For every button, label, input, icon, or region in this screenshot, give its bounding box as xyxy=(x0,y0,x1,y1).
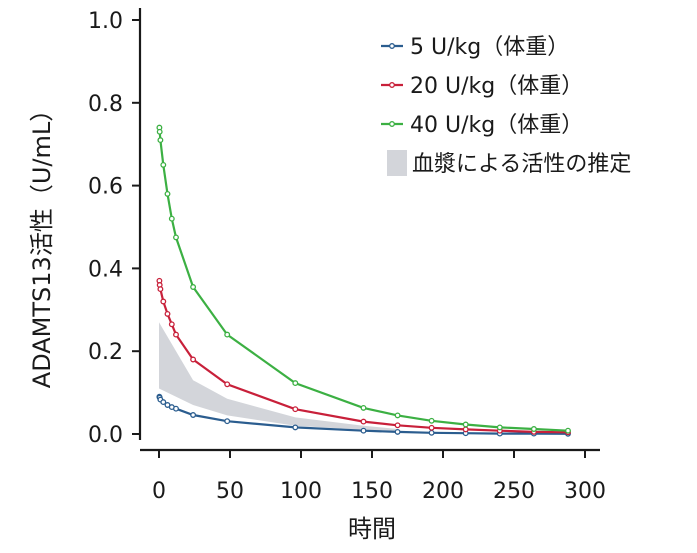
y-tick-label: 0.0 xyxy=(88,423,123,448)
legend-band-swatch xyxy=(387,150,407,176)
data-point xyxy=(292,380,299,387)
data-point xyxy=(157,286,164,293)
plasma-estimate-band-layer xyxy=(159,322,398,432)
data-point xyxy=(164,190,171,197)
x-tick-label: 50 xyxy=(216,479,244,504)
data-point xyxy=(168,215,175,222)
data-point xyxy=(190,412,197,418)
data-point xyxy=(190,284,197,290)
y-tick-label: 0.2 xyxy=(88,340,123,365)
data-point xyxy=(428,424,435,431)
legend-swatch-marker xyxy=(389,121,395,127)
data-point xyxy=(360,404,367,411)
data-point xyxy=(462,426,469,433)
data-point xyxy=(157,137,164,144)
y-axis-title: ADAMTS13活性（U/mL） xyxy=(28,98,56,388)
x-axis-title: 時間 xyxy=(348,515,396,543)
legend: 5 U/kg（体重） 20 U/kg（体重） 40 U/kg（体重） 血漿による活性の… xyxy=(381,35,631,177)
data-point xyxy=(160,298,167,305)
x-tick-label: 250 xyxy=(493,479,535,504)
axes-layer xyxy=(138,8,600,452)
legend-swatch-marker xyxy=(389,43,395,49)
legend-item-2: 40 U/kg（体重） xyxy=(381,113,583,138)
legend-label: 5 U/kg（体重） xyxy=(410,35,569,60)
y-tick-label: 1.0 xyxy=(88,9,123,34)
data-point xyxy=(394,412,401,419)
legend-item-0: 5 U/kg（体重） xyxy=(381,35,569,60)
data-point xyxy=(224,381,231,388)
data-point xyxy=(224,418,231,425)
data-point xyxy=(496,424,503,431)
x-tick-label: 200 xyxy=(422,479,464,504)
data-point xyxy=(156,128,163,135)
legend-label: 40 U/kg（体重） xyxy=(410,113,583,138)
data-point xyxy=(173,234,179,241)
data-point xyxy=(462,421,469,428)
legend-label: 血漿による活性の推定 xyxy=(412,152,631,177)
data-point xyxy=(292,424,299,431)
data-point xyxy=(160,399,167,406)
data-point xyxy=(394,422,401,429)
data-point xyxy=(394,428,401,435)
data-point xyxy=(160,161,167,168)
data-point xyxy=(173,405,179,412)
data-point xyxy=(530,426,537,432)
series-2 xyxy=(156,124,571,434)
legend-item-band: 血漿による活性の推定 xyxy=(387,150,631,177)
data-point xyxy=(224,331,231,338)
legend-label: 20 U/kg（体重） xyxy=(410,74,583,99)
x-tick-label: 100 xyxy=(280,479,322,504)
data-point xyxy=(168,321,175,328)
data-point xyxy=(360,418,367,425)
data-point xyxy=(164,310,171,317)
data-point xyxy=(173,331,179,338)
y-tick-label: 0.8 xyxy=(88,92,123,117)
x-tick-label: 0 xyxy=(152,479,166,504)
data-point xyxy=(428,429,435,436)
legend-item-1: 20 U/kg（体重） xyxy=(381,74,583,99)
data-point xyxy=(292,406,299,413)
series-0 xyxy=(156,393,571,437)
ticks-layer: 0.0 0.2 0.4 0.6 0.8 1.0 0 50 100 150 200 250 300 xyxy=(88,9,606,504)
data-point xyxy=(360,427,367,434)
x-tick-label: 150 xyxy=(351,479,393,504)
data-point xyxy=(428,417,435,424)
y-tick-label: 0.6 xyxy=(88,175,123,200)
legend-swatch-marker xyxy=(389,82,395,88)
data-point xyxy=(190,356,197,363)
data-point xyxy=(565,427,571,434)
plasma-estimate-band xyxy=(159,322,398,432)
y-tick-label: 0.4 xyxy=(88,257,123,282)
series-layer xyxy=(156,124,571,437)
x-tick-label: 300 xyxy=(564,479,606,504)
